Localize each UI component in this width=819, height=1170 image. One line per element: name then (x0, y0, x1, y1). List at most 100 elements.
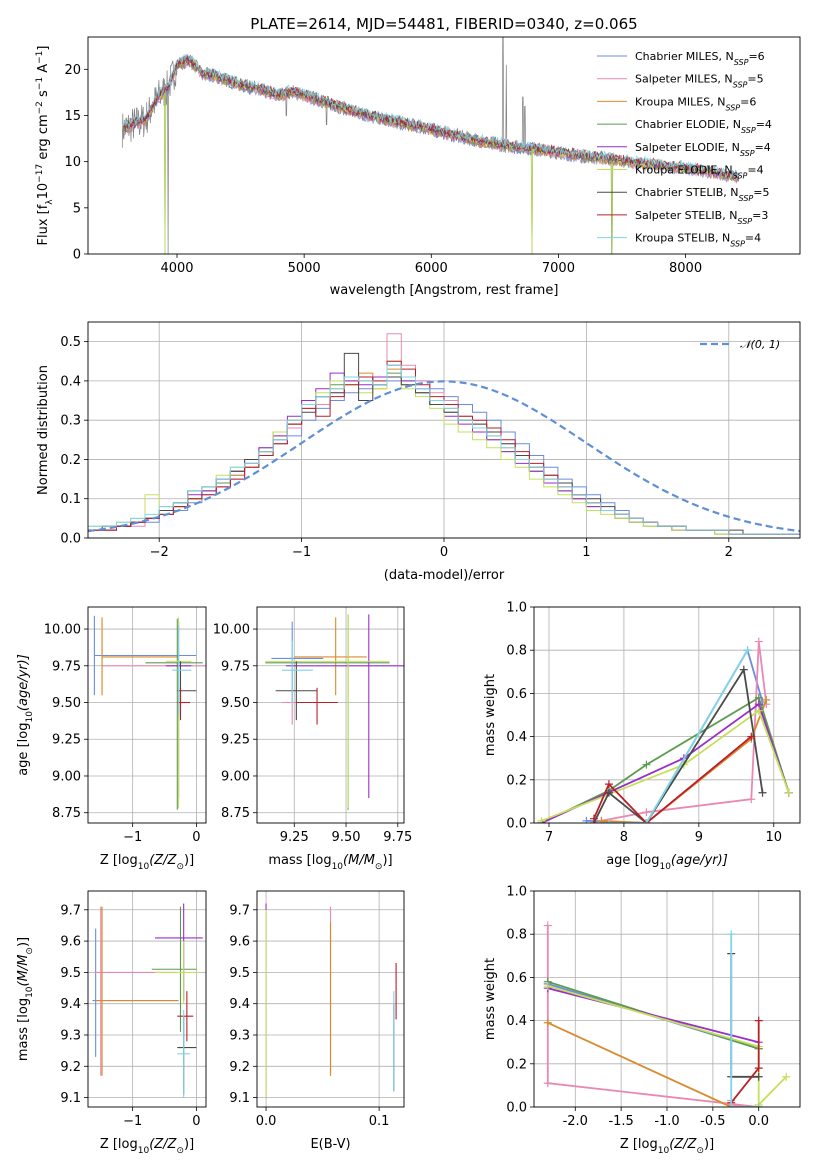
y-tick-label: 9.2 (229, 1060, 250, 1075)
x-axis-label: E(B-V) (310, 1137, 350, 1152)
y-tick-label: 1.0 (506, 601, 527, 616)
x-tick-label: 4000 (160, 261, 193, 276)
weight-line-CS (730, 953, 759, 1078)
legend-label: Salpeter ELODIE, NSSP=4 (635, 141, 771, 158)
x-tick-label: 5000 (288, 261, 321, 276)
weight-marker-SS (754, 1064, 763, 1073)
y-tick-label: 9.75 (221, 659, 250, 674)
y-tick-label: 0.3 (60, 414, 81, 429)
y-tick-label: 9.3 (60, 1029, 81, 1044)
weight-marker-KE (782, 1072, 791, 1081)
y-tick-label: 9.3 (229, 1029, 250, 1044)
y-tick-label: 9.50 (52, 696, 81, 711)
y-axis-label: mass [log10(M/M⊙)] (16, 937, 35, 1061)
y-tick-label: 0.2 (506, 773, 527, 788)
x-tick-label: 7000 (542, 261, 575, 276)
y-axis-label: mass weight (483, 674, 498, 756)
x-tick-label: −1 (292, 545, 311, 560)
y-axis-label: Flux [fλ10−17 erg cm−2 s−1 A−1] (35, 46, 55, 246)
weight-marker-KE (537, 816, 546, 823)
y-tick-label: 0.2 (506, 1057, 527, 1072)
y-tick-label: 9.25 (221, 733, 250, 748)
weight-line-SS (593, 735, 752, 823)
weight-marker-CM (582, 816, 591, 823)
legend-label: 𝒩(0, 1) (740, 338, 780, 351)
model-spectrum-KE (121, 57, 739, 254)
x-tick-label: −2 (150, 545, 169, 560)
age-vs-metallicity-plot: −1 0 8.75 9.00 9.25 9.50 9.75 10.00 Z [log10(Z/Z… (16, 606, 207, 872)
weight-line-KS (608, 649, 749, 823)
x-axis-label: Z [log10(Z/Z⊙)] (620, 1137, 714, 1156)
y-tick-label: 9.25 (52, 733, 81, 748)
x-tick-label: 0.0 (748, 1114, 769, 1129)
x-tick-label: 1 (582, 545, 590, 560)
y-tick-label: 9.7 (229, 903, 250, 918)
y-tick-label: 20 (64, 63, 81, 78)
weight-marker-KS (604, 819, 613, 823)
y-tick-label: 0.6 (506, 687, 527, 702)
weight-marker-SS (747, 732, 756, 741)
weight-line-CS (593, 667, 764, 823)
x-tick-label: 8000 (669, 261, 702, 276)
y-tick-label: 0.4 (506, 730, 527, 745)
y-tick-label: 0.0 (506, 817, 527, 832)
x-tick-label: 9.25 (280, 830, 309, 845)
weight-marker-CS (739, 665, 748, 674)
y-tick-label: 9.2 (60, 1060, 81, 1075)
weight-marker-CS (758, 788, 767, 797)
x-tick-label: −1 (123, 1114, 142, 1129)
y-tick-label: 5 (73, 201, 81, 216)
y-tick-label: 9.6 (229, 935, 250, 950)
weight-marker-KM (597, 816, 606, 823)
weight-line-SE (547, 987, 759, 1044)
y-tick-label: 9.1 (229, 1091, 250, 1106)
weight-vs-age-plot: 7 8 9 10 0.0 0.2 0.4 0.6 0.8 1.0 age [log10(age/yr… (483, 601, 801, 872)
histogram-KS (88, 364, 800, 535)
legend-label: Salpeter STELIB, NSSP=3 (635, 209, 768, 226)
x-tick-label: 10 (766, 830, 783, 845)
legend-label: Kroupa MILES, NSSP=6 (635, 95, 756, 112)
x-tick-label: 7 (545, 830, 553, 845)
x-tick-label: -0.5 (700, 1114, 725, 1129)
plot-area (88, 333, 800, 535)
x-tick-label: 0 (192, 830, 200, 845)
legend: Chabrier MILES, NSSP=6 Salpeter MILES, NS… (597, 50, 772, 248)
x-tick-label: 9 (695, 830, 703, 845)
x-axis-label: age [log10(age/yr)] (606, 853, 728, 872)
spectrum-plot: 4000 5000 6000 7000 8000 0 5 10 15 20 wavelength [… (35, 36, 801, 298)
y-axis-label: Normed distribution (36, 365, 51, 495)
y-tick-label: 15 (64, 109, 81, 124)
weight-marker-KM (543, 1018, 552, 1027)
axes-frame (533, 890, 801, 1108)
y-tick-label: 0.0 (60, 532, 81, 547)
weight-marker-CS (604, 788, 613, 797)
y-tick-label: 0.4 (506, 1014, 527, 1029)
y-tick-label: 9.5 (60, 966, 81, 981)
axes-frame (87, 606, 207, 824)
plot-area (92, 903, 203, 1098)
residuals-plot: −2 −1 0 1 2 0.0 0.1 0.2 0.3 0.4 0.5 (data-model)/er… (36, 321, 801, 583)
axes-frame (87, 321, 801, 539)
x-tick-label: 0.1 (369, 1114, 390, 1129)
weight-line-SE (541, 702, 790, 823)
weight-marker-KS (743, 646, 752, 655)
mass-vs-metallicity-plot: −1 0 9.1 9.2 9.3 9.4 9.5 9.6 9.7 Z [log10(Z/Z⊙)] m… (16, 890, 207, 1156)
plot-area (537, 637, 793, 823)
weight-marker-KE (784, 788, 793, 797)
y-tick-label: 0.8 (506, 928, 527, 943)
legend-label: Kroupa STELIB, NSSP=4 (635, 232, 761, 249)
weight-marker-KE (754, 706, 763, 715)
y-tick-label: 0.6 (506, 971, 527, 986)
y-tick-label: 10.00 (44, 623, 81, 638)
y-tick-label: 9.00 (52, 769, 81, 784)
y-tick-label: 0.1 (60, 492, 81, 507)
x-tick-label: −1 (123, 830, 142, 845)
y-tick-label: 10 (64, 155, 81, 170)
weight-line-SS (730, 1020, 760, 1104)
y-tick-label: 9.6 (60, 935, 81, 950)
x-axis-label: (data-model)/error (384, 568, 505, 583)
weight-marker-SM (642, 808, 651, 817)
weight-marker-CE (642, 760, 651, 769)
y-tick-label: 9.7 (60, 903, 81, 918)
